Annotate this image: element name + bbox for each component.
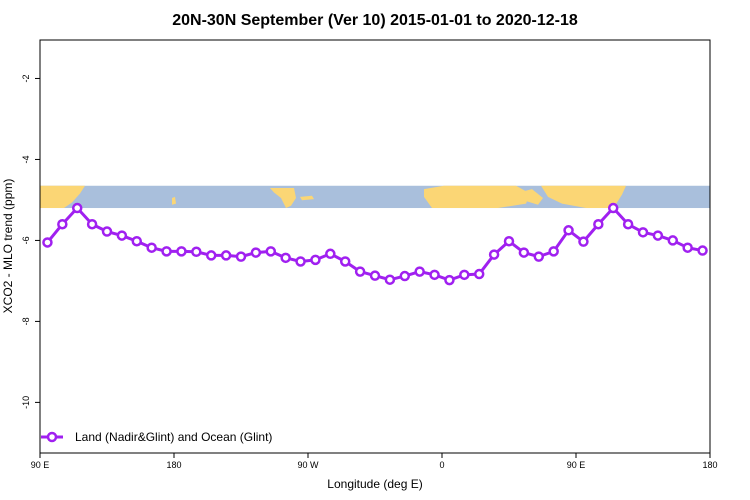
land-arabia (519, 189, 543, 205)
land-cuba-island (300, 195, 314, 201)
data-point (652, 230, 664, 241)
x-tick-label: 90 W (297, 460, 319, 470)
data-point (533, 251, 545, 262)
data-point (637, 227, 649, 238)
x-axis: 90 E 180 90 W 0 90 E 180 (31, 453, 718, 470)
y-axis-label: XCO2 - MLO trend (ppm) (1, 179, 15, 314)
plot-frame (39, 39, 711, 454)
land-asia-east (541, 185, 626, 209)
chart-title: 20N-30N September (Ver 10) 2015-01-01 to… (172, 12, 578, 29)
data-point (399, 270, 411, 282)
data-point (116, 230, 128, 241)
legend-label: Land (Nadir&Glint) and Ocean (Glint) (75, 430, 272, 444)
world-map-background (40, 185, 710, 209)
data-point (42, 237, 53, 248)
data-point (548, 246, 559, 257)
legend: Land (Nadir&Glint) and Ocean (Glint) (41, 430, 272, 444)
x-tick-label: 180 (166, 460, 181, 470)
x-tick-label: 90 E (567, 460, 586, 470)
data-point (220, 250, 232, 261)
data-point (71, 202, 83, 214)
data-point (518, 247, 530, 258)
data-point (622, 218, 634, 230)
data-point (429, 269, 440, 281)
data-point (563, 225, 574, 236)
data-point (697, 245, 708, 256)
y-tick-label: -10 (21, 396, 31, 409)
land-africa (424, 185, 530, 209)
data-point (205, 250, 217, 261)
data-point (593, 218, 604, 230)
land-taiwan-isle (172, 196, 176, 205)
data-point (310, 254, 321, 266)
data-point (265, 246, 277, 257)
data-point (682, 242, 693, 253)
y-tick-label: -2 (21, 74, 31, 82)
x-tick-label: 0 (439, 460, 444, 470)
data-point (161, 246, 172, 257)
data-point (384, 274, 396, 285)
x-tick-label: 180 (702, 460, 717, 470)
data-point (354, 266, 366, 277)
y-axis: -2 -4 -6 -8 -10 (21, 74, 40, 409)
data-point (339, 256, 351, 267)
data-point (325, 248, 336, 260)
data-point (444, 274, 455, 286)
x-axis-label: Longitude (deg E) (327, 477, 422, 491)
data-point (578, 236, 589, 247)
data-point (191, 246, 202, 258)
data-point (146, 242, 157, 253)
data-point (459, 269, 470, 281)
map-ocean (40, 185, 710, 209)
data-point (235, 251, 247, 262)
data-point (473, 268, 485, 280)
data-point (280, 252, 291, 264)
y-tick-label: -4 (21, 155, 31, 163)
data-point (607, 202, 619, 214)
land-asia-west (40, 185, 85, 209)
data-point (57, 218, 68, 230)
data-point (250, 247, 262, 258)
data-point (176, 246, 187, 257)
series-line (46, 206, 703, 282)
land-mexico (270, 187, 296, 209)
y-tick-label: -8 (21, 317, 31, 325)
data-point (503, 235, 515, 247)
data-point (488, 249, 500, 260)
data-point (131, 235, 143, 247)
data-point (369, 270, 381, 281)
data-point (667, 235, 679, 246)
data-point (101, 226, 113, 237)
data-point (86, 218, 98, 230)
y-tick-label: -6 (21, 236, 31, 244)
data-point (295, 256, 306, 267)
data-point (414, 266, 425, 277)
legend-marker-swatch (46, 431, 58, 443)
series-layer (42, 202, 708, 286)
x-tick-label: 90 E (31, 460, 50, 470)
